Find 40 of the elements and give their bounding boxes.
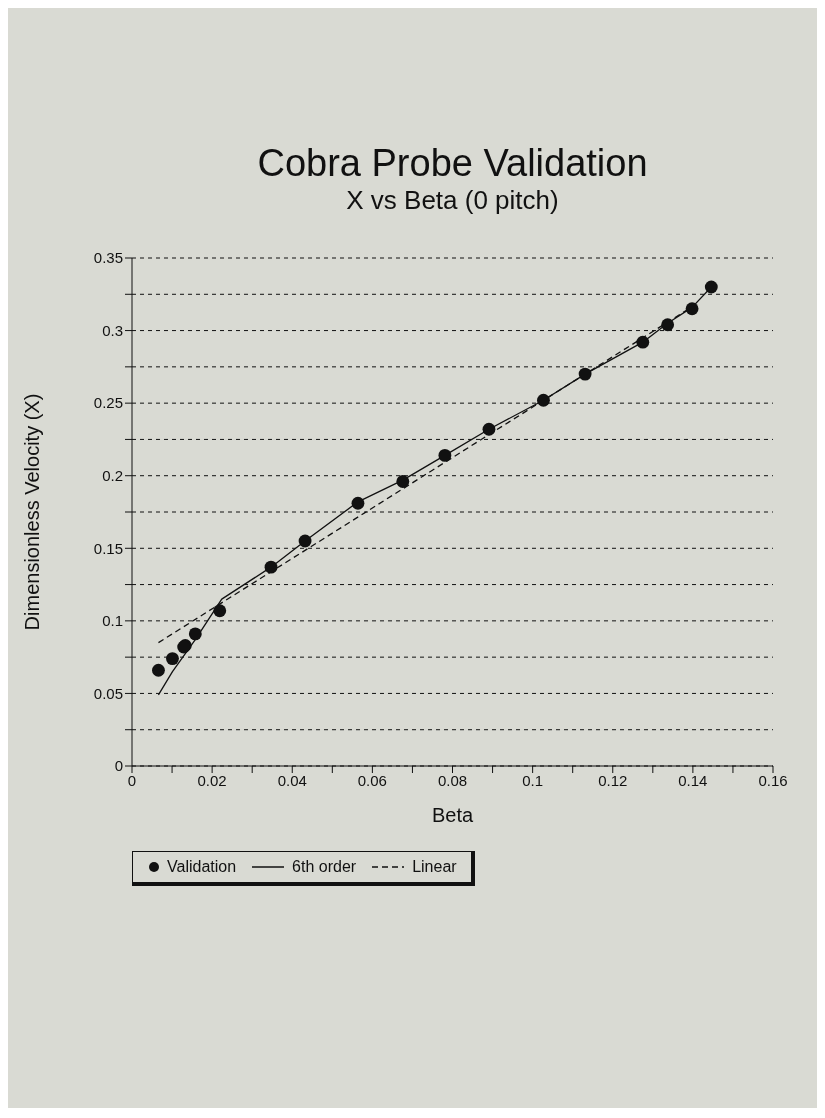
x-tick-label: 0.12 — [598, 771, 628, 789]
point — [264, 560, 278, 574]
chart-title: Cobra Probe Validation — [256, 141, 649, 185]
point — [396, 475, 410, 488]
point — [166, 652, 179, 666]
x-tick-label: 0.08 — [437, 771, 468, 789]
point — [685, 302, 699, 316]
y-tick-label: 0.05 — [93, 684, 123, 702]
y-tick-label: 0.35 — [93, 249, 123, 267]
point — [351, 496, 365, 510]
legend-label: Linear — [411, 858, 457, 876]
point — [636, 335, 650, 349]
y-tick-label: 0 — [114, 757, 123, 775]
x-tick-label: 0.04 — [277, 771, 307, 789]
point — [213, 604, 227, 618]
y-tick-label: 0.2 — [102, 467, 123, 485]
point — [578, 367, 592, 381]
x-tick-label: 0.16 — [758, 771, 788, 789]
point — [482, 422, 496, 436]
x-tick-label: 0.1 — [522, 771, 544, 789]
chart-subtitle: X vs Beta (0 pitch) — [345, 185, 560, 216]
point — [661, 318, 675, 332]
point — [152, 663, 165, 677]
legend-label: Validation — [166, 858, 237, 876]
point — [537, 393, 550, 407]
x-axis-title: Beta — [431, 804, 474, 826]
x-tick-label: 0 — [127, 771, 137, 789]
x-tick-label: 0.06 — [357, 771, 387, 789]
y-tick-label: 0.25 — [93, 394, 123, 412]
y-tick-label: 0.3 — [102, 321, 123, 339]
legend-label: 6th order — [291, 858, 357, 876]
x-tick-label: 0.14 — [678, 771, 708, 789]
point — [188, 627, 202, 641]
y-axis-title: Dimensionless Velocity (X) — [21, 393, 44, 631]
y-tick-label: 0.15 — [93, 539, 123, 557]
point — [704, 280, 718, 294]
point — [298, 534, 312, 548]
point — [438, 448, 452, 462]
x-tick-label: 0.02 — [197, 771, 227, 789]
y-tick-label: 0.1 — [102, 612, 123, 630]
